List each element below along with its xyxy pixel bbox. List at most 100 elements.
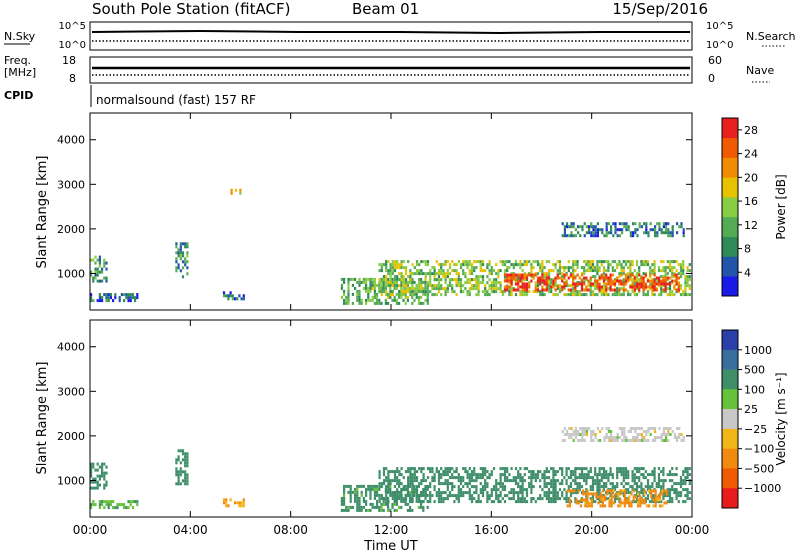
power-cell — [510, 287, 513, 291]
power-colorbar-tick-label: 16 — [744, 195, 758, 208]
power-cell — [234, 188, 238, 192]
velocity-cell — [613, 485, 617, 489]
power-cell — [426, 286, 429, 290]
power-cell — [400, 293, 403, 297]
velocity-cell — [457, 485, 460, 489]
power-cell — [136, 293, 139, 297]
velocity-cell — [620, 470, 623, 474]
velocity-cell — [385, 467, 388, 471]
velocity-cell — [179, 449, 182, 453]
velocity-cell — [588, 492, 591, 496]
velocity-cell — [402, 497, 405, 501]
power-cell — [402, 287, 405, 291]
velocity-cell — [105, 483, 108, 487]
velocity-cell — [90, 468, 93, 472]
velocity-cell — [665, 489, 668, 493]
velocity-cell — [400, 494, 403, 498]
velocity-cell — [598, 479, 601, 483]
velocity-cell — [651, 470, 654, 474]
velocity-cell — [578, 485, 581, 489]
velocity-cell — [607, 427, 610, 430]
velocity-ytick-label: 2000 — [57, 430, 85, 443]
velocity-cell — [600, 479, 603, 483]
power-cell — [435, 272, 438, 276]
velocity-cell — [574, 479, 577, 483]
power-cell — [358, 298, 361, 302]
power-cell — [455, 281, 458, 285]
power-cell — [440, 269, 443, 273]
power-cell — [506, 260, 509, 264]
power-cell — [236, 297, 239, 301]
velocity-cell — [594, 433, 597, 436]
velocity-cell — [614, 439, 617, 442]
power-cell — [424, 280, 427, 284]
velocity-cell — [585, 482, 588, 486]
power-cell — [521, 282, 524, 286]
velocity-cell — [358, 508, 361, 512]
power-cell — [671, 272, 674, 276]
velocity-cell — [653, 476, 656, 480]
velocity-cell — [446, 494, 449, 498]
velocity-cell — [365, 502, 368, 506]
velocity-cell — [415, 479, 419, 483]
power-cell — [646, 285, 650, 289]
velocity-cell — [677, 491, 680, 495]
power-cell — [609, 282, 612, 286]
power-cell — [536, 288, 540, 292]
power-cell — [404, 284, 408, 288]
velocity-cell — [470, 479, 474, 483]
velocity-cell — [572, 491, 575, 495]
velocity-cell — [94, 480, 97, 484]
velocity-cell — [459, 479, 463, 483]
velocity-cell — [619, 504, 622, 508]
velocity-cell — [446, 473, 449, 477]
velocity-cell — [506, 476, 509, 480]
power-cell — [340, 286, 343, 290]
velocity-cell — [598, 485, 601, 489]
x-tick-label: 00:00 — [73, 523, 108, 537]
power-cell — [618, 222, 621, 226]
power-cell — [591, 266, 595, 270]
velocity-cell — [177, 449, 180, 453]
power-cell — [98, 296, 101, 300]
power-cell — [673, 273, 676, 277]
velocity-cell — [486, 476, 489, 480]
velocity-cell — [400, 488, 403, 492]
velocity-cell — [422, 488, 425, 492]
power-cell — [385, 260, 388, 264]
velocity-cell — [424, 494, 427, 498]
power-cell — [631, 260, 634, 264]
velocity-cell — [616, 433, 619, 436]
power-colorbar-tick-label: 8 — [744, 243, 751, 256]
power-cell — [395, 301, 398, 305]
velocity-cell — [385, 485, 388, 489]
power-cell — [676, 231, 679, 235]
power-cell — [340, 277, 343, 281]
velocity-cell — [565, 482, 568, 486]
velocity-cell — [376, 502, 379, 506]
velocity-cell — [442, 470, 445, 474]
velocity-cell — [96, 483, 99, 487]
power-cell — [541, 273, 544, 277]
velocity-cell — [101, 474, 104, 478]
power-cell — [422, 301, 425, 305]
velocity-cell — [484, 470, 487, 474]
velocity-cell — [105, 465, 108, 469]
power-cell — [645, 222, 648, 226]
power-cell — [367, 289, 370, 293]
power-cell — [640, 276, 643, 280]
power-cell — [481, 275, 485, 279]
power-cell — [429, 290, 432, 294]
power-cell — [179, 245, 182, 249]
velocity-cell — [415, 496, 418, 500]
velocity-cell — [671, 497, 674, 501]
power-cell — [591, 269, 595, 273]
power-cell — [545, 273, 548, 277]
power-cell — [583, 260, 586, 264]
power-cell — [347, 286, 350, 290]
power-cell — [426, 263, 430, 267]
power-cell — [657, 293, 661, 297]
velocity-cell — [612, 489, 615, 493]
velocity-cell — [622, 479, 625, 483]
